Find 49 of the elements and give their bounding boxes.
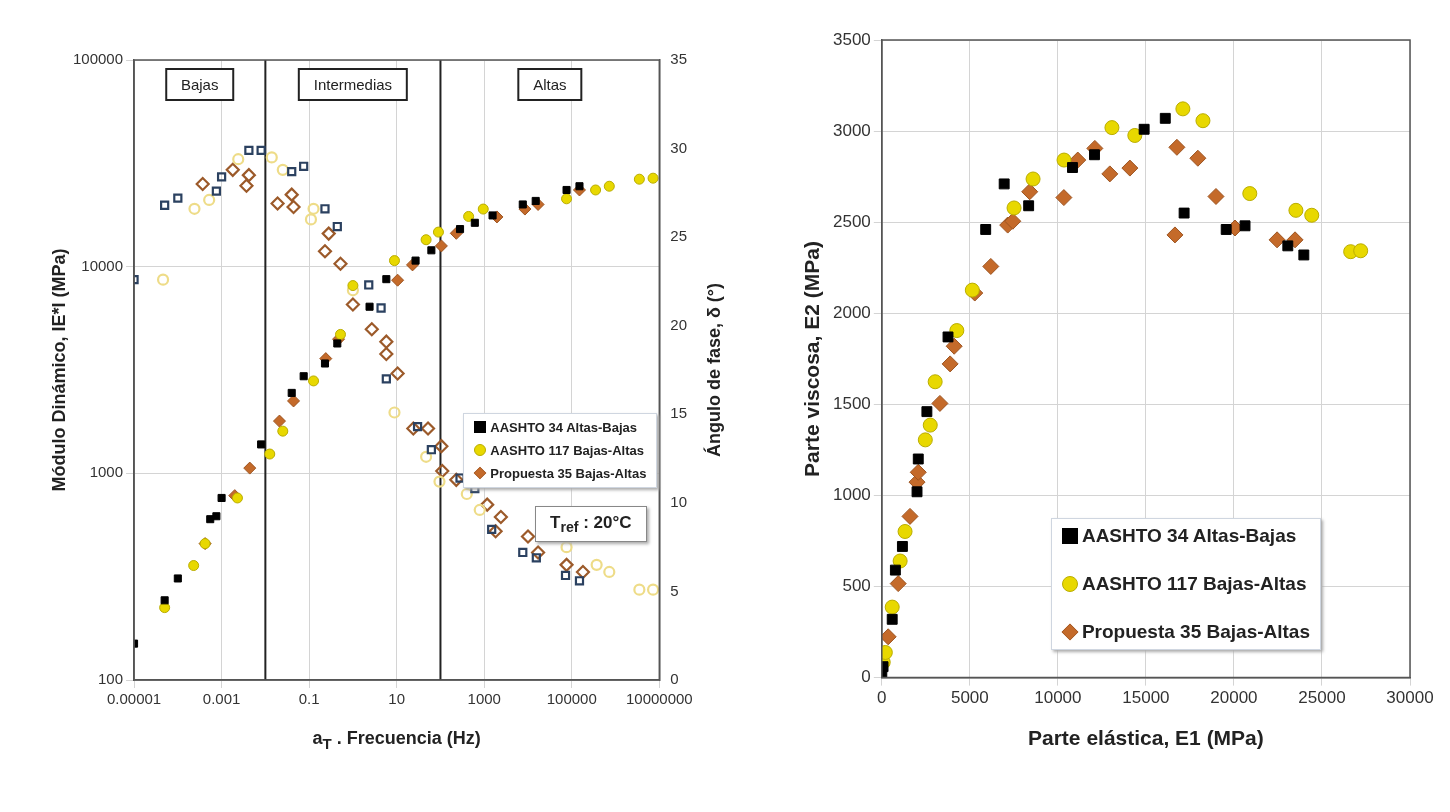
x-tick-label: 15000 — [1122, 688, 1170, 708]
x-tick-label: 10 — [388, 690, 406, 708]
x-tick-label: 10000000 — [625, 690, 693, 708]
annotation: Intermedias — [297, 68, 409, 101]
y-tick-label: 2000 — [832, 302, 871, 322]
y-tick-label: 0 — [861, 667, 871, 687]
y-tick-label: 100 — [98, 670, 124, 688]
legend-label: AASHTO 117 Bajas-Altas — [1081, 572, 1307, 595]
y-tick-label: 1500 — [832, 394, 871, 414]
x-tick-label: 0.00001 — [106, 690, 162, 708]
y2-tick-label: 30 — [670, 138, 687, 156]
annotation: Altas — [517, 68, 583, 101]
x-tick-label: 0.1 — [298, 690, 320, 708]
x-tick-label: 10000 — [1034, 688, 1082, 708]
x-tick-label: 1000 — [467, 690, 501, 708]
legend-label: Propuesta 35 Bajas-Altas — [1081, 620, 1310, 643]
x-tick-label: 5000 — [950, 688, 989, 708]
y2-tick-label: 5 — [670, 581, 679, 599]
y-tick-label: 500 — [842, 576, 871, 596]
y-tick-label: 3000 — [832, 120, 871, 140]
y2-tick-label: 20 — [670, 315, 687, 333]
y2-tick-label: 35 — [670, 50, 687, 68]
legend-label: Propuesta 35 Bajas-Altas — [490, 465, 647, 481]
x-axis-title: a$_{T}$ . Frecuencia (Hz) — [312, 728, 481, 752]
y-tick-label: 3500 — [832, 29, 871, 49]
y-axis-title: Parte viscosa, E2 (MPa) — [799, 240, 824, 477]
y-tick-label: 1000 — [89, 463, 124, 481]
legend-label: AASHTO 34 Altas-Bajas — [1081, 524, 1297, 547]
y2-tick-label: 10 — [670, 493, 687, 510]
y-tick-label: 1000 — [832, 485, 871, 505]
y-tick-label: 10000 — [81, 256, 124, 274]
y2-axis-title: Ángulo de fase, δ (°) — [703, 282, 725, 458]
y2-tick-label: 25 — [670, 227, 687, 245]
y-tick-label: 100000 — [72, 50, 124, 68]
y2-tick-label: 0 — [670, 670, 679, 688]
x-tick-label: 0.001 — [202, 690, 241, 708]
x-axis-title: Parte elástica, E1 (MPa) — [1028, 725, 1264, 750]
x-tick-label: 100000 — [546, 690, 597, 708]
legend-label: AASHTO 34 Altas-Bajas — [490, 419, 637, 435]
x-tick-label: 20000 — [1210, 688, 1258, 708]
annotation: Bajas — [164, 68, 235, 101]
x-tick-label: 0 — [877, 688, 887, 708]
y-tick-label: 2500 — [832, 211, 871, 231]
legend-label: AASHTO 117 Bajas-Altas — [490, 442, 644, 458]
x-tick-label: 25000 — [1298, 688, 1346, 708]
y2-tick-label: 15 — [670, 404, 687, 422]
y-axis-title: Módulo Dinámico, IE*I (MPa) — [48, 248, 70, 492]
annotation: T$_{ref}$ : 20°C — [535, 506, 647, 543]
x-tick-label: 30000 — [1386, 688, 1434, 708]
